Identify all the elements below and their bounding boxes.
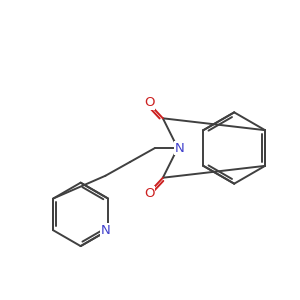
- Text: N: N: [100, 224, 110, 237]
- Text: O: O: [144, 187, 154, 200]
- Text: O: O: [144, 96, 154, 109]
- Text: N: N: [175, 142, 184, 154]
